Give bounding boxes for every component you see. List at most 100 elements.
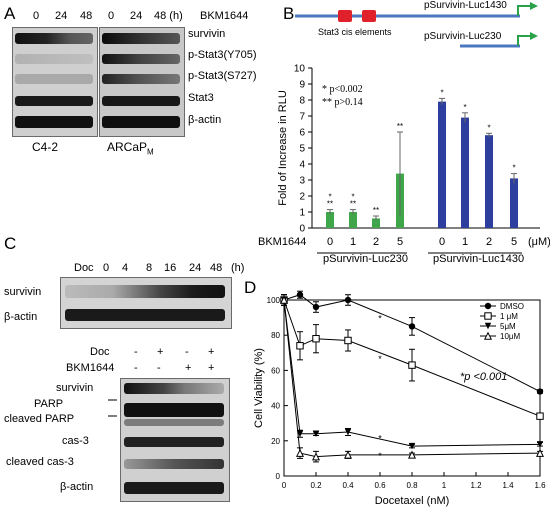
marker-10um (343, 450, 353, 459)
y-axis-label: Cell Viability (%) (253, 348, 265, 428)
pvalue-label: *p <0.001 (460, 371, 508, 383)
legend-label: 1 μM (500, 312, 518, 321)
doc-sign: + (157, 346, 164, 358)
marker-10um (279, 295, 289, 304)
row-label: survivin (188, 28, 226, 40)
significance-star: * (378, 451, 382, 461)
y-tick-label: 40 (271, 402, 280, 411)
dose-tick-label: 0 (327, 236, 333, 248)
promoter-arrow-icon (517, 5, 532, 16)
cell-line-arcapm-main: ARCaP (107, 140, 148, 154)
row-label: p-Stat3(S727) (188, 70, 257, 82)
row-label: cleaved cas-3 (6, 456, 74, 468)
significance-mark: * (328, 193, 331, 202)
x-tick-label: 0.4 (342, 481, 354, 490)
x-tick-label: 1.2 (470, 481, 482, 490)
bar (372, 218, 380, 228)
combo-doc-label: Doc (90, 346, 110, 358)
dose-tick-label: 2 (373, 236, 379, 248)
x-tick-label: 0.2 (310, 481, 322, 490)
cell-line-arcapm: ARCaPM (107, 140, 154, 156)
y-tick-label: 80 (271, 331, 280, 340)
lane-label: 48 (80, 10, 93, 22)
x-tick-label: 0 (282, 481, 287, 490)
marker-1um (536, 412, 544, 420)
significance-star: * (378, 433, 382, 443)
legend-label: 10μM (500, 332, 521, 341)
panel-a-letter: A (4, 4, 16, 23)
time-lane: 16 (164, 262, 177, 274)
significance-mark: * (512, 164, 515, 173)
series-line (283, 299, 541, 458)
combo-bkm-label: BKM1644 (66, 362, 115, 374)
marker-dmso (312, 303, 320, 311)
significance-mark: * (463, 103, 466, 112)
significance-star: * (378, 314, 382, 324)
significance-mark: ** (397, 122, 403, 131)
doc-time-label: Doc (74, 262, 94, 274)
marker-dmso (408, 323, 416, 330)
legend-significance-2: ** p>0.14 (322, 97, 363, 108)
marker-5um (536, 441, 544, 448)
bkm-sign: + (185, 362, 192, 374)
promoter-arrowhead-icon (530, 2, 538, 10)
lane-label: 0 (33, 10, 40, 22)
y-tick-label: 60 (271, 366, 280, 375)
y-tick-label: 0 (299, 224, 305, 235)
marker-10um (535, 448, 545, 457)
dose-tick-label: 5 (511, 236, 517, 248)
row-label: β-actin (60, 481, 94, 493)
blot-c42 (12, 27, 98, 137)
group-label-luc230: pSurvivin-Luc230 (323, 253, 408, 265)
y-tick-label: 8 (299, 96, 305, 107)
panel-d-letter: D (244, 278, 257, 297)
significance-mark: * (487, 123, 490, 132)
marker-10um (295, 448, 305, 457)
significance-star: * (378, 354, 382, 364)
marker-dmso (484, 302, 492, 310)
legend-label: DMSO (500, 302, 524, 311)
cis-element-box (362, 10, 376, 22)
cell-line-c42: C4-2 (32, 140, 59, 154)
x-tick-label: 1.4 (502, 481, 514, 490)
marker-dmso (344, 296, 352, 304)
y-tick-label: 100 (267, 296, 281, 305)
marker-5um (296, 430, 304, 437)
row-label: survivin (4, 286, 42, 298)
marker-5um (344, 428, 352, 436)
row-label: Stat3 (188, 92, 214, 104)
bar (349, 212, 357, 228)
x-axis-label: Docetaxel (nM) (375, 495, 450, 507)
y-tick-label: 2 (299, 192, 305, 203)
dose-unit-label: (μM) (528, 236, 550, 248)
y-tick-label: 9 (299, 80, 305, 91)
marker-5um (484, 322, 492, 330)
row-label: β-actin (188, 114, 222, 126)
treatment-label: BKM1644 (200, 10, 249, 22)
y-tick-label: 20 (271, 437, 280, 446)
series-line (283, 299, 541, 417)
series-line (283, 299, 541, 447)
row-label: PARP (34, 398, 64, 410)
blot-doc-time (60, 277, 232, 329)
significance-mark: ** (350, 200, 356, 209)
significance-mark: ** (327, 200, 333, 209)
marker-1um (484, 312, 492, 320)
blot-arcapm (99, 27, 185, 137)
y-tick-label: 3 (299, 176, 305, 187)
legend-significance-1: * p<0.002 (322, 84, 363, 95)
x-tick-label: 1 (442, 481, 447, 490)
dose-tick-label: 1 (350, 236, 356, 248)
legend-label: 5μM (500, 322, 516, 331)
y-tick-label: 4 (299, 160, 305, 171)
row-label: cas-3 (62, 435, 89, 447)
parp-bracket-icon (108, 399, 117, 417)
dose-tick-label: 1 (462, 236, 468, 248)
y-tick-label: 10 (294, 64, 306, 75)
cell-line-arcapm-sub: M (147, 147, 154, 157)
y-tick-label: 6 (299, 128, 305, 139)
marker-5um (312, 430, 320, 437)
marker-1um (344, 336, 352, 345)
